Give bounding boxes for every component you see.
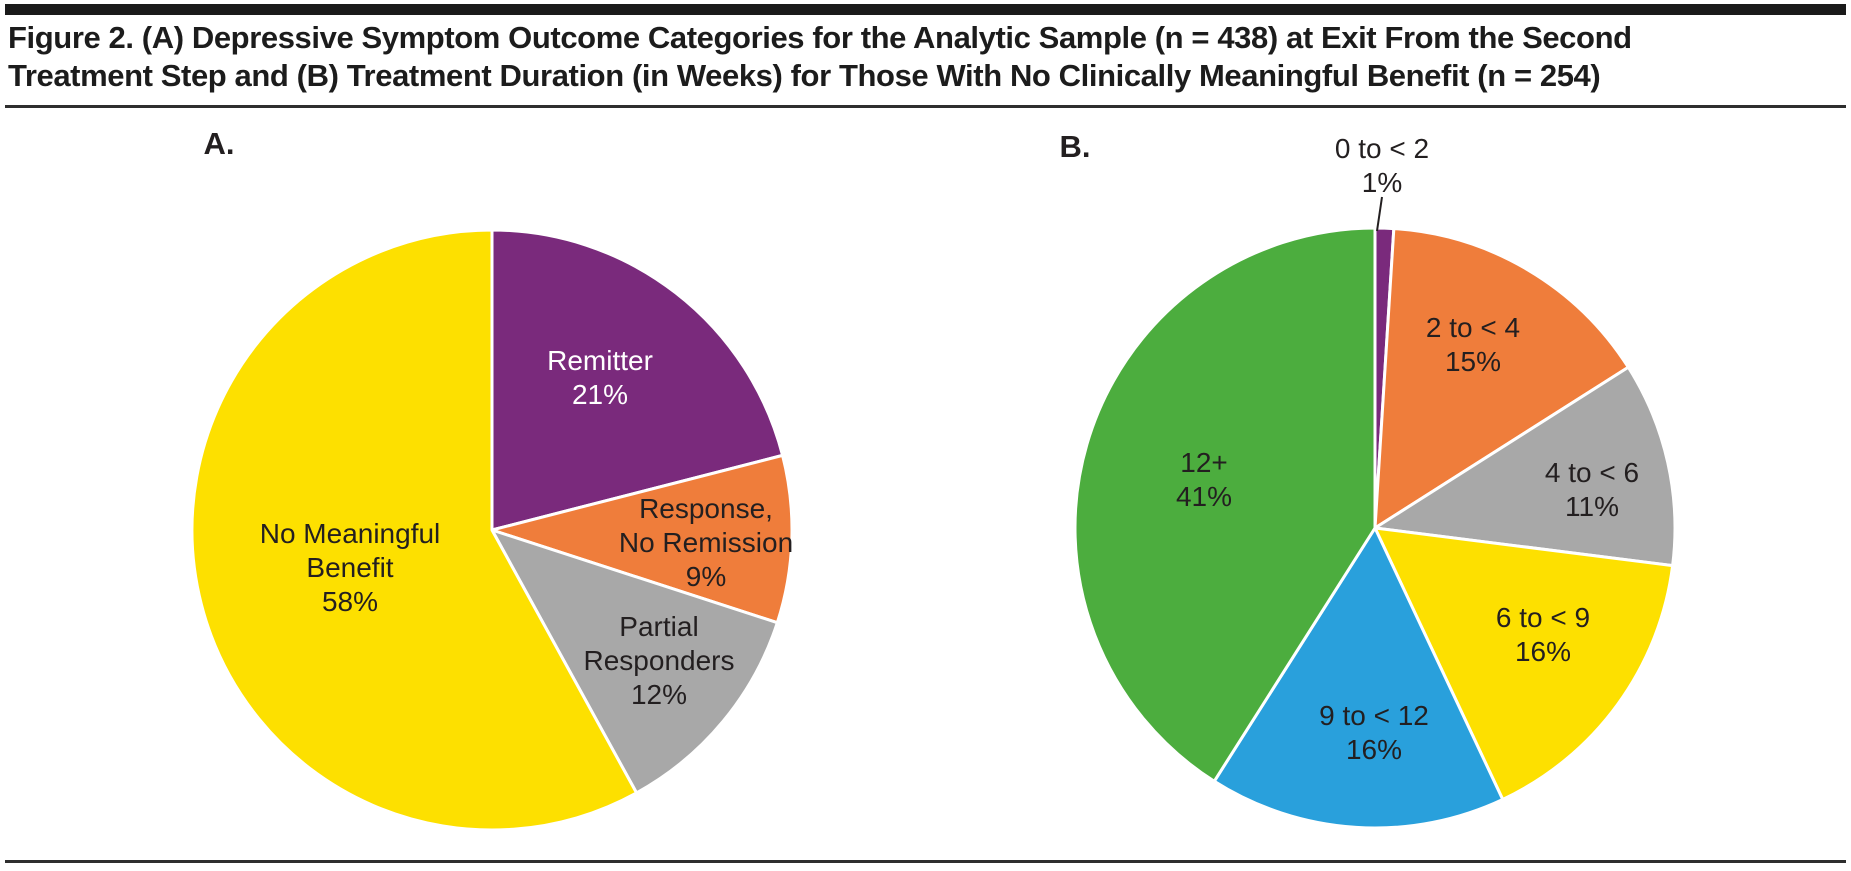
slice-label-line: Remitter <box>547 345 653 376</box>
slice-label-line: 21% <box>571 379 629 410</box>
slice-label-line: 58% <box>321 586 379 617</box>
pie-a-slice-3-label: No Meaningful Benefit 58% <box>260 517 441 619</box>
slice-label-line: 12% <box>630 679 688 710</box>
top-rule-bar <box>5 4 1846 15</box>
pie-b-slice-5-label: 12+ 41% <box>1176 446 1232 514</box>
slice-label-line: 6 to < 9 <box>1495 602 1591 633</box>
bottom-rule <box>5 860 1846 863</box>
panel-b-label: B. <box>1059 129 1091 164</box>
pie-a-slice-0 <box>490 228 785 532</box>
slice-label-line: 4 to < 6 <box>1544 457 1640 488</box>
slice-label-line: 16% <box>1345 734 1403 765</box>
pie-a-slice-0-label: Remitter 21% <box>547 344 653 412</box>
figure-title-line-2: Treatment Step and (B) Treatment Duratio… <box>8 58 1601 93</box>
title-separator-rule <box>5 105 1846 108</box>
slice-label-line: 9 to < 12 <box>1319 700 1429 731</box>
pie-a-slice-2 <box>490 528 779 795</box>
slice-label-line: 1% <box>1361 167 1403 198</box>
pie-b-slice-2-label: 4 to < 6 11% <box>1545 456 1639 524</box>
slice-label-line: Response, <box>639 493 773 524</box>
pie-b-slice-2 <box>1373 365 1677 568</box>
pie-b-slice-4-label: 9 to < 12 16% <box>1319 699 1429 767</box>
figure-title-line-1: Figure 2. (A) Depressive Symptom Outcome… <box>8 20 1632 55</box>
pie-a-slice-1-label: Response, No Remission 9% <box>619 492 793 594</box>
slice-label-line: No Meaningful <box>259 518 441 549</box>
pie-a-slice-3 <box>190 228 639 832</box>
slice-label-line: Responders <box>583 645 735 676</box>
slice-label-line: 9% <box>685 561 727 592</box>
pie-b-slice-4 <box>1212 526 1505 830</box>
pie-b-slice-0-label: 0 to < 2 1% <box>1335 132 1429 200</box>
pie-b-slice-5 <box>1073 226 1377 783</box>
slice-label-line: 11% <box>1565 491 1619 522</box>
slice-label-line: 16% <box>1514 636 1572 667</box>
figure-title: Figure 2. (A) Depressive Symptom Outcome… <box>8 19 1632 95</box>
slice-label-line: 2 to < 4 <box>1425 312 1521 343</box>
slice-label-line: Partial <box>619 611 699 642</box>
pie-b-slice-3-label: 6 to < 9 16% <box>1496 601 1590 669</box>
slice-label-line: 41% <box>1175 481 1233 512</box>
slice-label-line: 15% <box>1444 346 1502 377</box>
pie-a-slice-2-label: Partial Responders 12% <box>584 610 735 712</box>
slice-label-line: 12+ <box>1180 447 1228 478</box>
pie-a-slice-1 <box>490 453 794 625</box>
slice-label-line: 0 to < 2 <box>1334 133 1430 164</box>
slice-label-line: Benefit <box>306 552 394 583</box>
pie-b-slice-3 <box>1373 526 1675 801</box>
pie-b-slice-1-label: 2 to < 4 15% <box>1426 311 1520 379</box>
pie-b-leader-line <box>1376 196 1383 232</box>
pie-b-slice-1 <box>1373 227 1630 530</box>
slice-label-line: No Remission <box>618 527 794 558</box>
panel-a-label: A. <box>203 126 235 161</box>
